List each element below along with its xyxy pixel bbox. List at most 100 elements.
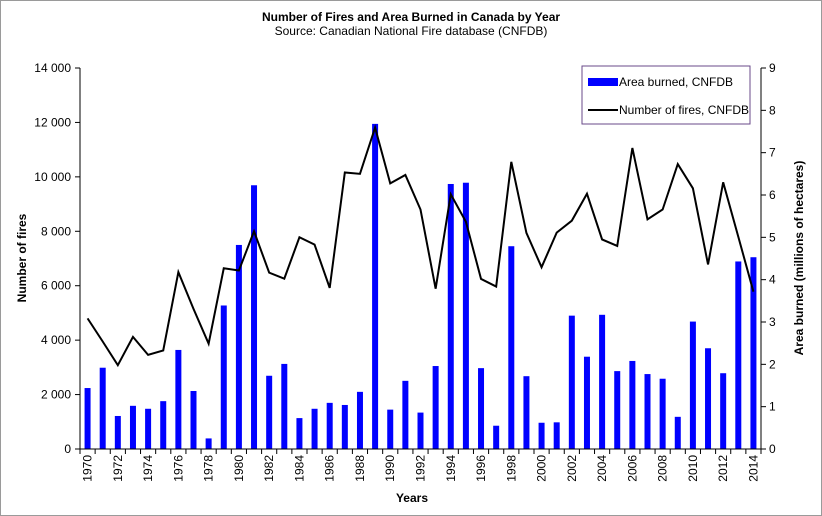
- x-tick-label-1972: 1972: [111, 455, 125, 482]
- x-tick-label-1992: 1992: [414, 455, 428, 482]
- x-tick-label-1988: 1988: [353, 455, 367, 482]
- y-right-tick-label: 4: [769, 273, 776, 287]
- bar-1991: [402, 380, 409, 449]
- bar-1979: [220, 305, 227, 449]
- bar-1982: [266, 375, 273, 449]
- x-tick-label-2008: 2008: [656, 455, 670, 482]
- bar-2006: [629, 360, 636, 449]
- bar-1971: [99, 367, 106, 449]
- bar-1998: [508, 246, 515, 449]
- bar-1987: [341, 404, 348, 449]
- legend-box: [581, 65, 751, 125]
- bar-1975: [160, 401, 167, 449]
- bar-2007: [644, 374, 651, 449]
- axes: [75, 67, 766, 454]
- x-tick-label-1976: 1976: [171, 455, 185, 482]
- line-number-of-fires: [86, 124, 755, 368]
- bar-1983: [281, 363, 288, 449]
- x-tick-label-1998: 1998: [504, 455, 518, 482]
- y-left-tick-label: 14 000: [34, 61, 71, 75]
- y-right-tick-label: 9: [769, 61, 776, 75]
- bar-2005: [614, 371, 621, 449]
- x-tick-label-2004: 2004: [595, 455, 609, 482]
- y-axis-right-label: Area burned (millions of hectares): [792, 161, 806, 356]
- bar-2002: [568, 315, 575, 449]
- x-tick-label-1994: 1994: [444, 455, 458, 482]
- bar-1980: [235, 244, 242, 449]
- bar-1970: [84, 388, 91, 449]
- bar-1984: [296, 418, 303, 449]
- bar-1996: [478, 368, 485, 449]
- x-tick-label-1982: 1982: [262, 455, 276, 482]
- y-right-tick-label: 0: [769, 442, 776, 456]
- bar-series-area-burned: [84, 123, 757, 450]
- bar-1997: [493, 425, 500, 449]
- y-right-tick-label: 8: [769, 103, 776, 117]
- x-tick-label-1984: 1984: [292, 455, 306, 482]
- y-right-tick-label: 6: [769, 188, 776, 202]
- bar-1976: [175, 349, 182, 449]
- y-axis-left-label: Number of fires: [15, 213, 29, 302]
- bar-2009: [674, 416, 681, 449]
- bar-1986: [326, 402, 333, 449]
- bar-1994: [447, 183, 454, 450]
- bar-2011: [705, 348, 712, 449]
- bar-2000: [538, 422, 545, 449]
- tick-labels: 0 2 000 4 000 6 000 8 000 10 000 12 000 14 000 0…: [34, 61, 776, 482]
- bar-2013: [735, 261, 742, 449]
- x-tick-label-1974: 1974: [141, 455, 155, 482]
- y-right-tick-label: 3: [769, 315, 776, 329]
- bar-1999: [523, 376, 530, 449]
- x-tick-label-2000: 2000: [535, 455, 549, 482]
- x-tick-label-2002: 2002: [565, 455, 579, 482]
- bar-1985: [311, 408, 318, 449]
- y-left-tick-label: 12 000: [34, 115, 71, 129]
- x-tick-label-2014: 2014: [746, 455, 760, 482]
- y-left-tick-label: 4 000: [41, 333, 71, 347]
- x-tick-label-1980: 1980: [232, 455, 246, 482]
- chart-subtitle: Source: Canadian National Fire database …: [274, 24, 548, 38]
- bar-1981: [251, 185, 258, 449]
- x-tick-label-2006: 2006: [625, 455, 639, 482]
- y-right-tick-label: 2: [769, 357, 776, 371]
- x-tick-label-1970: 1970: [81, 455, 95, 482]
- bar-1990: [387, 409, 394, 449]
- x-axis-label: Years: [396, 491, 428, 505]
- legend-swatch-area-burned: [588, 78, 618, 86]
- bar-2010: [689, 321, 696, 449]
- bar-1992: [417, 412, 424, 449]
- y-left-tick-label: 10 000: [34, 170, 71, 184]
- legend-label-area-burned: Area burned, CNFDB: [619, 75, 733, 89]
- y-left-tick-label: 2 000: [41, 388, 71, 402]
- x-tick-label-2012: 2012: [716, 455, 730, 482]
- legend-label-number-of-fires: Number of fires, CNFDB: [619, 103, 749, 117]
- line-series-number-of-fires: [86, 124, 755, 368]
- y-right-tick-label: 1: [769, 400, 776, 414]
- y-left-tick-label: 0: [64, 442, 71, 456]
- bar-2008: [659, 378, 666, 449]
- bar-1973: [129, 405, 136, 449]
- bar-1993: [432, 366, 439, 449]
- legend: Area burned, CNFDB Number of fires, CNFD…: [581, 65, 751, 125]
- bar-1995: [462, 182, 469, 449]
- bar-2003: [583, 356, 590, 449]
- y-right-tick-label: 5: [769, 230, 776, 244]
- bar-1972: [114, 415, 121, 449]
- bar-2001: [553, 422, 560, 449]
- x-tick-label-1990: 1990: [383, 455, 397, 482]
- chart-title: Number of Fires and Area Burned in Canad…: [261, 10, 561, 24]
- bar-1977: [190, 391, 197, 449]
- bar-2014: [750, 257, 757, 449]
- bar-1989: [372, 123, 379, 449]
- bar-1978: [205, 438, 212, 449]
- bar-2012: [720, 373, 727, 449]
- x-tick-label-1996: 1996: [474, 455, 488, 482]
- y-left-tick-label: 6 000: [41, 279, 71, 293]
- y-left-tick-label: 8 000: [41, 224, 71, 238]
- x-tick-label-2010: 2010: [686, 455, 700, 482]
- bar-2004: [599, 314, 606, 449]
- x-tick-label-1978: 1978: [202, 455, 216, 482]
- x-tick-label-1986: 1986: [323, 455, 337, 482]
- y-right-tick-label: 7: [769, 146, 776, 160]
